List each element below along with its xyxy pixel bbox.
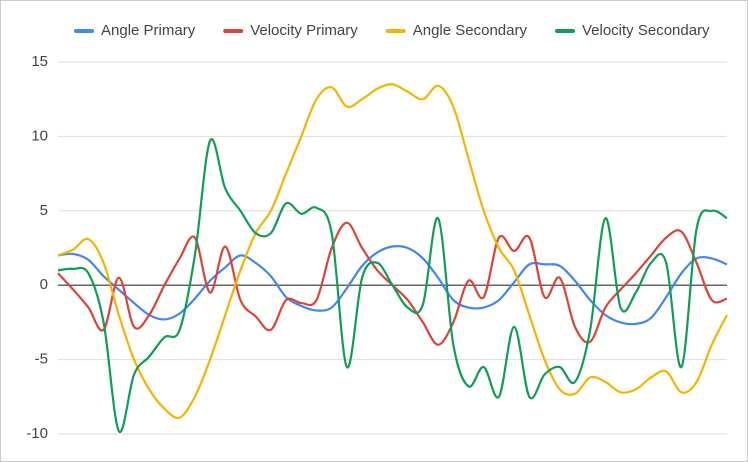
legend-label: Angle Secondary: [413, 22, 528, 39]
legend-label: Velocity Secondary: [582, 22, 710, 39]
y-tick-label: 5: [40, 202, 48, 219]
y-tick-label: 0: [40, 276, 48, 293]
series-line: [57, 138, 728, 433]
legend-label: Velocity Primary: [250, 22, 358, 39]
legend-label: Angle Primary: [101, 22, 196, 39]
series-line: [57, 83, 728, 420]
y-tick-label: 10: [31, 127, 48, 144]
y-tick-label: -5: [35, 351, 48, 368]
y-tick-label: 15: [31, 53, 48, 70]
series-line: [57, 245, 728, 326]
y-tick-label: -10: [26, 425, 48, 442]
